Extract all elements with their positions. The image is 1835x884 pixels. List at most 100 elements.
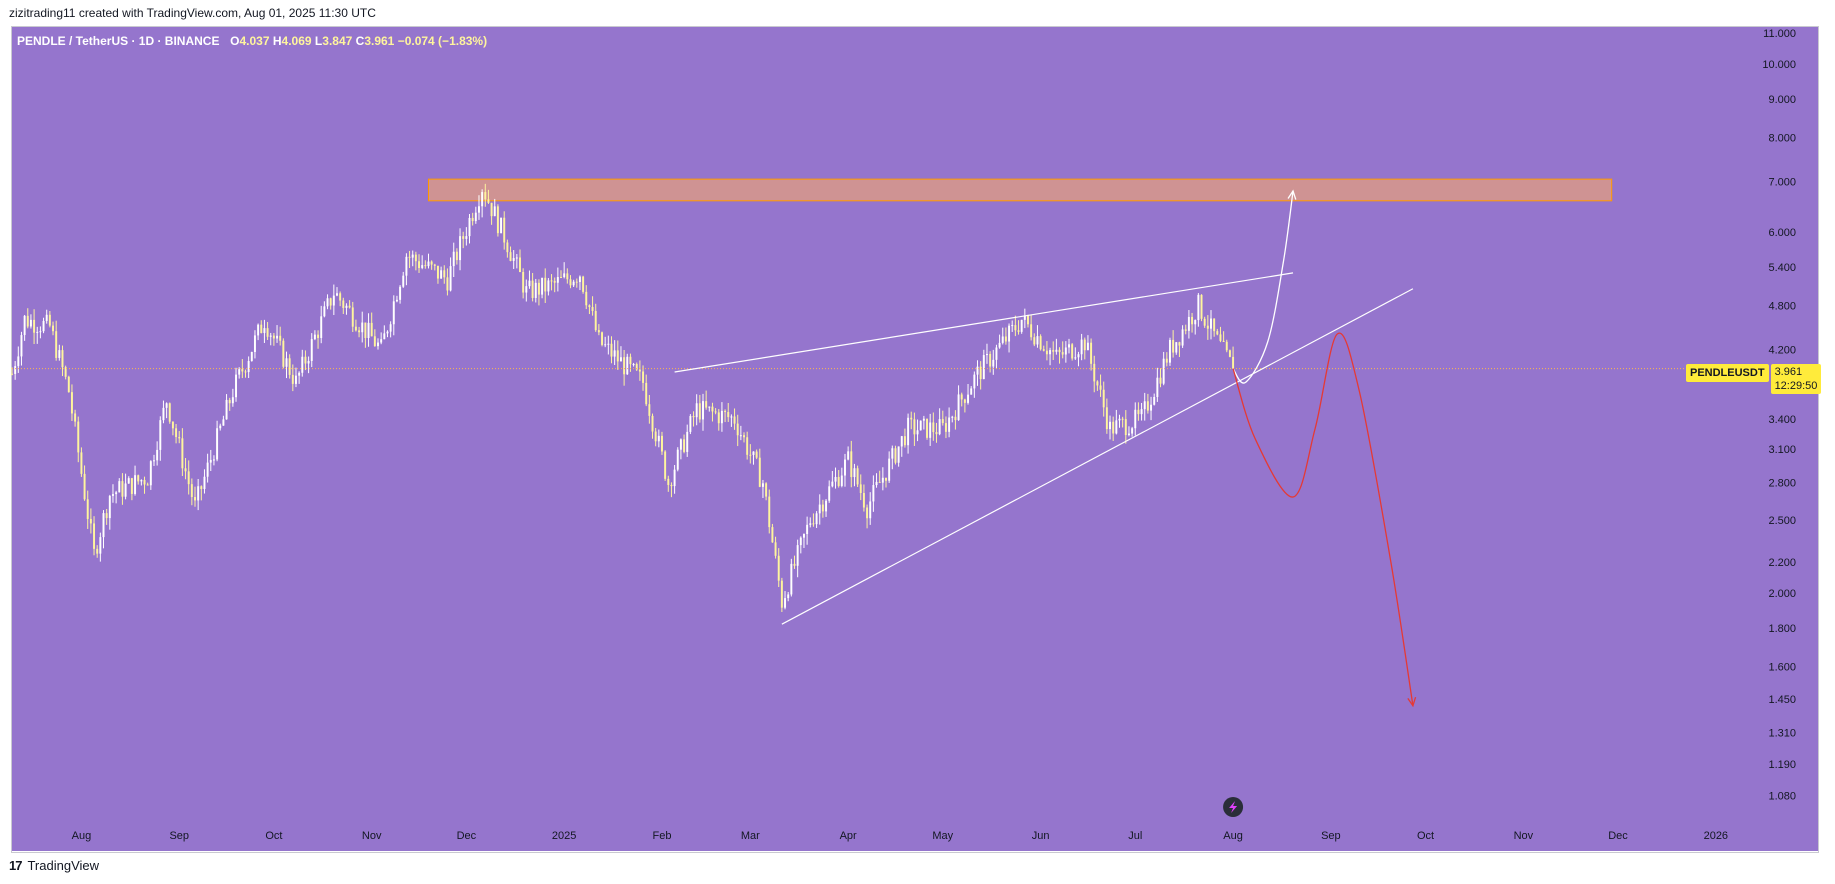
candle [976, 360, 979, 386]
candle-body [1105, 407, 1108, 430]
candle [156, 441, 159, 466]
candle-body [484, 192, 487, 200]
candle [402, 271, 405, 288]
candle-body [995, 347, 998, 360]
legend-symbol[interactable]: PENDLE / TetherUS · 1D · BINANCE [17, 34, 220, 48]
chart-frame[interactable] [11, 26, 1819, 853]
candle-body [1068, 344, 1070, 348]
candle [853, 463, 856, 487]
trendline-lower[interactable] [781, 288, 1414, 625]
candle-body [784, 598, 787, 608]
candle-body [307, 360, 310, 364]
candle [512, 250, 515, 269]
candle [102, 510, 105, 549]
candle-body [1055, 349, 1058, 352]
candle [493, 198, 496, 217]
candle [903, 428, 906, 448]
candle-body [787, 594, 790, 599]
candle-body [1203, 318, 1206, 326]
tradingview-footer[interactable]: 17 TradingView [9, 858, 99, 873]
candle [449, 257, 452, 292]
candle-body [168, 403, 171, 422]
projection-bullish-path[interactable] [1232, 190, 1294, 384]
candle [1197, 293, 1200, 327]
candle-body [913, 419, 916, 435]
candle-body [1165, 358, 1168, 363]
candle-body [235, 374, 237, 398]
candle-body [146, 484, 149, 486]
candle-body [1121, 418, 1124, 420]
candle-body [187, 471, 190, 485]
candle-body [979, 366, 982, 380]
candle-body [1071, 344, 1074, 359]
candle [992, 349, 995, 375]
candle [891, 445, 894, 470]
candle-body [1115, 420, 1118, 434]
candle-body [421, 265, 424, 268]
candle [967, 383, 970, 405]
candle [1159, 368, 1162, 388]
candle-body [238, 369, 241, 375]
candle-body [963, 399, 966, 403]
candle-body [216, 428, 219, 460]
candle [888, 451, 891, 483]
candle-body [667, 478, 670, 485]
candle [200, 485, 203, 501]
candle-body [332, 295, 335, 306]
candle [683, 434, 686, 454]
candle-body [39, 331, 42, 333]
y-tick-label: 5.400 [1768, 262, 1796, 274]
candle [99, 532, 102, 562]
candle-body [597, 330, 600, 333]
candle-body [629, 356, 632, 365]
candle [20, 331, 23, 366]
candle [124, 473, 127, 500]
candle [1030, 314, 1033, 341]
candle [48, 311, 51, 328]
candle [209, 449, 212, 472]
candle [500, 217, 503, 234]
candle-body [354, 326, 357, 331]
candle-body [1093, 363, 1096, 382]
resistance-zone[interactable] [427, 178, 1613, 202]
projection-bearish-path[interactable] [1232, 332, 1414, 706]
candle [52, 321, 54, 336]
candle [1093, 355, 1096, 393]
candle-body [351, 307, 354, 327]
tradingview-brand-label: TradingView [27, 858, 100, 873]
candle [1004, 327, 1007, 345]
trendline-upper[interactable] [674, 272, 1294, 373]
candle-body [1023, 315, 1026, 320]
candle-body [992, 359, 995, 367]
candle-body [919, 420, 922, 431]
candle [178, 431, 181, 444]
candle-body [64, 367, 67, 377]
candle [323, 301, 326, 318]
candle-body [926, 418, 928, 438]
candle-body [862, 493, 865, 508]
candle-body [487, 199, 490, 203]
candle-body [1213, 318, 1216, 332]
candle [137, 474, 140, 485]
candle [134, 465, 137, 496]
candle [847, 446, 850, 461]
candle [799, 536, 802, 554]
candle-body [1118, 418, 1121, 421]
candle-body [175, 428, 178, 438]
candle [298, 371, 301, 384]
x-tick-label: Sep [1321, 830, 1341, 842]
candle [900, 435, 903, 457]
candle-body [1096, 381, 1099, 386]
candle [118, 478, 121, 493]
candle [1112, 416, 1115, 441]
candle-body [534, 282, 537, 298]
candle [515, 254, 518, 269]
candle-body [323, 306, 326, 317]
candle-body [780, 580, 783, 608]
candle-body [556, 277, 559, 283]
candle [455, 248, 458, 265]
candle-body [203, 476, 206, 490]
candle-body [269, 335, 272, 337]
candle [241, 359, 244, 379]
